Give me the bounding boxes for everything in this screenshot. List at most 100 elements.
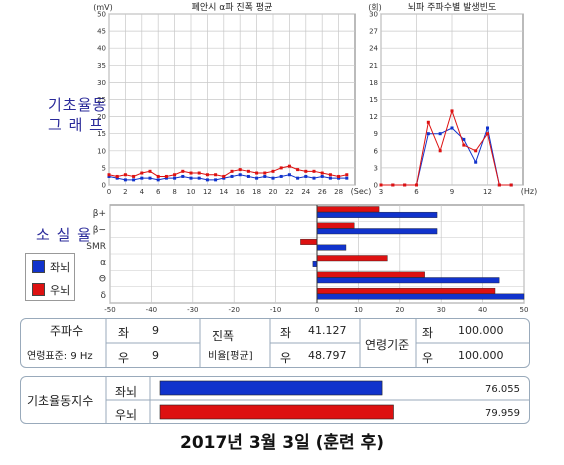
x-tick-label: 24 <box>301 188 310 196</box>
index-bar-right <box>159 404 394 420</box>
x-tick-label: 12 <box>203 188 212 196</box>
data-point <box>403 183 407 187</box>
x-tick-label: 40 <box>478 306 487 314</box>
data-point <box>462 143 466 147</box>
data-point <box>486 132 489 136</box>
y-tick-label: 6 <box>374 147 379 155</box>
data-point <box>123 173 127 177</box>
data-point <box>164 174 168 178</box>
side-label-loss-rate: 소 실 율 <box>36 226 92 244</box>
x-tick-label: -20 <box>228 306 239 314</box>
x-tick-label: -50 <box>104 306 115 314</box>
y-tick-label: 10 <box>97 147 106 155</box>
x-tick-label: 4 <box>140 188 145 196</box>
data-point <box>312 169 316 173</box>
data-point <box>189 176 193 180</box>
data-point <box>214 178 218 182</box>
data-point <box>312 176 316 180</box>
age-label: 연령기준 <box>365 338 410 352</box>
data-point <box>214 173 218 177</box>
x-tick-label: 30 <box>437 306 446 314</box>
y-tick-label: 5 <box>102 164 106 172</box>
data-point <box>197 176 201 180</box>
data-point <box>197 171 201 175</box>
data-point <box>222 174 226 178</box>
data-point <box>509 183 513 187</box>
y-tick-label: 20 <box>97 113 106 121</box>
data-point <box>328 176 332 180</box>
data-point <box>271 169 275 173</box>
data-point <box>230 174 234 178</box>
bar-right <box>316 206 380 213</box>
data-point <box>205 173 209 177</box>
data-point <box>486 126 489 130</box>
data-point <box>438 132 442 136</box>
y-tick-label: 35 <box>97 62 106 70</box>
data-point <box>148 169 152 173</box>
data-point <box>391 183 395 187</box>
chart-title: 뇌파 주파수별 발생빈도 <box>408 2 497 13</box>
y-tick-label: 9 <box>374 130 378 138</box>
bar-right <box>316 255 388 262</box>
amp-left-label: 좌 <box>280 326 292 340</box>
x-tick-label: 2 <box>123 188 127 196</box>
data-point <box>173 176 177 180</box>
category-label: β− <box>93 226 106 236</box>
data-point <box>115 174 119 178</box>
x-tick-label: 20 <box>269 188 278 196</box>
data-point <box>279 166 283 170</box>
x-tick-label: -40 <box>146 306 157 314</box>
age-left-label: 좌 <box>422 326 434 340</box>
bar-left <box>316 228 438 235</box>
bar-left <box>312 260 318 267</box>
x-tick-label: 10 <box>354 306 363 314</box>
data-point <box>115 176 119 180</box>
y-tick-label: 18 <box>369 79 378 87</box>
x-tick-label: 20 <box>395 306 404 314</box>
metrics-table-lines <box>105 318 530 368</box>
y-tick-label: 3 <box>374 164 378 172</box>
data-point <box>450 109 454 113</box>
data-point <box>287 173 291 177</box>
legend-left-label: 좌뇌 <box>50 261 71 274</box>
age-right-value: 100.000 <box>458 349 504 362</box>
data-point <box>132 174 136 178</box>
y-tick-label: 30 <box>97 79 106 87</box>
x-tick-label: 10 <box>187 188 196 196</box>
x-axis-label: (Sec) <box>351 187 372 196</box>
data-point <box>296 176 300 180</box>
x-tick-label: 26 <box>318 188 327 196</box>
caption: 2017년 3월 3일 (훈련 후) <box>179 433 385 453</box>
age-left-value: 100.000 <box>458 324 504 337</box>
data-point <box>246 169 250 173</box>
data-point <box>123 178 127 182</box>
data-point <box>263 171 267 175</box>
data-point <box>462 137 466 141</box>
x-tick-label: -10 <box>270 306 281 314</box>
x-tick-label: 9 <box>450 188 454 196</box>
data-point <box>246 174 250 178</box>
data-point <box>222 176 226 180</box>
data-point <box>164 176 168 180</box>
bar-right <box>300 238 318 245</box>
bar-left <box>316 244 347 251</box>
index-value-label: 79.959 <box>485 408 520 419</box>
data-point <box>320 171 324 175</box>
index-left-label: 좌뇌 <box>115 385 138 399</box>
data-point <box>140 171 144 175</box>
x-tick-label: 12 <box>483 188 492 196</box>
data-point <box>474 149 478 153</box>
x-tick-label: 6 <box>414 188 419 196</box>
legend-right-swatch <box>32 283 45 296</box>
freq-right-label: 우 <box>118 351 130 365</box>
amp-label: 진폭 <box>212 329 235 343</box>
data-point <box>255 171 259 175</box>
data-point <box>238 168 242 172</box>
data-point <box>426 120 430 124</box>
data-point <box>189 171 193 175</box>
data-point <box>296 168 300 172</box>
x-tick-label: 8 <box>172 188 176 196</box>
bar-right <box>316 271 425 278</box>
data-point <box>415 183 418 187</box>
